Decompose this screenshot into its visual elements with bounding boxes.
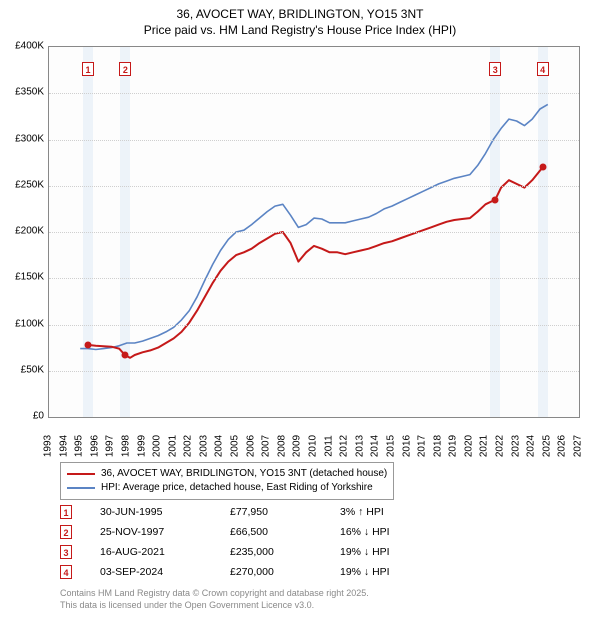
transaction-row-marker: 2 xyxy=(60,525,72,539)
transaction-date: 03-SEP-2024 xyxy=(100,566,230,578)
x-tick-label: 2021 xyxy=(479,435,490,457)
y-tick-label: £400K xyxy=(15,41,44,52)
series-hpi xyxy=(80,104,548,349)
x-tick-label: 1996 xyxy=(89,435,100,457)
chart-plot-area: 1 2 3 4 xyxy=(48,46,580,418)
x-tick-label: 2016 xyxy=(401,435,412,457)
x-tick-label: 2019 xyxy=(448,435,459,457)
transaction-delta: 3% ↑ HPI xyxy=(340,506,460,518)
transaction-date: 16-AUG-2021 xyxy=(100,546,230,558)
y-tick-label: £50K xyxy=(21,364,44,375)
x-tick-label: 2001 xyxy=(167,435,178,457)
gridline xyxy=(49,140,579,141)
x-tick-label: 2018 xyxy=(432,435,443,457)
gridline xyxy=(49,325,579,326)
x-tick-label: 2011 xyxy=(323,435,334,457)
x-tick-label: 2002 xyxy=(183,435,194,457)
title-line2: Price paid vs. HM Land Registry's House … xyxy=(0,22,600,38)
x-tick-label: 2025 xyxy=(541,435,552,457)
transaction-row-marker: 3 xyxy=(60,545,72,559)
x-tick-label: 2012 xyxy=(339,435,350,457)
gridline xyxy=(49,371,579,372)
transaction-marker: 2 xyxy=(119,62,131,76)
x-tick-label: 2020 xyxy=(463,435,474,457)
title-line1: 36, AVOCET WAY, BRIDLINGTON, YO15 3NT xyxy=(0,6,600,22)
y-tick-label: £150K xyxy=(15,272,44,283)
x-tick-label: 2017 xyxy=(417,435,428,457)
transaction-dot xyxy=(84,341,91,348)
x-tick-label: 2004 xyxy=(214,435,225,457)
x-tick-label: 2027 xyxy=(573,435,584,457)
x-tick-label: 2026 xyxy=(557,435,568,457)
x-tick-label: 1994 xyxy=(58,435,69,457)
transaction-row: 2 25-NOV-1997£66,50016% ↓ HPI xyxy=(60,522,460,542)
x-tick-label: 1997 xyxy=(105,435,116,457)
transaction-delta: 19% ↓ HPI xyxy=(340,546,460,558)
transaction-date: 30-JUN-1995 xyxy=(100,506,230,518)
gridline xyxy=(49,186,579,187)
transaction-dot xyxy=(539,164,546,171)
legend-item: 36, AVOCET WAY, BRIDLINGTON, YO15 3NT (d… xyxy=(67,467,387,481)
x-tick-label: 2015 xyxy=(385,435,396,457)
transaction-row: 4 03-SEP-2024£270,00019% ↓ HPI xyxy=(60,562,460,582)
y-tick-label: £0 xyxy=(33,411,44,422)
transaction-row: 3 16-AUG-2021£235,00019% ↓ HPI xyxy=(60,542,460,562)
gridline xyxy=(49,93,579,94)
x-tick-label: 2009 xyxy=(292,435,303,457)
series-property xyxy=(88,167,543,358)
transaction-price: £77,950 xyxy=(230,506,340,518)
footer-line2: This data is licensed under the Open Gov… xyxy=(60,600,369,612)
transaction-row-marker: 4 xyxy=(60,565,72,579)
transaction-row-marker: 1 xyxy=(60,505,72,519)
x-tick-label: 2024 xyxy=(526,435,537,457)
transaction-price: £270,000 xyxy=(230,566,340,578)
legend-box: 36, AVOCET WAY, BRIDLINGTON, YO15 3NT (d… xyxy=(60,462,394,500)
transaction-date: 25-NOV-1997 xyxy=(100,526,230,538)
transaction-dot xyxy=(492,196,499,203)
legend-label: 36, AVOCET WAY, BRIDLINGTON, YO15 3NT (d… xyxy=(101,467,387,481)
x-tick-label: 2006 xyxy=(245,435,256,457)
transaction-price: £235,000 xyxy=(230,546,340,558)
x-tick-label: 2010 xyxy=(308,435,319,457)
x-tick-label: 1998 xyxy=(120,435,131,457)
x-tick-label: 1999 xyxy=(136,435,147,457)
y-tick-label: £300K xyxy=(15,133,44,144)
x-tick-label: 2008 xyxy=(276,435,287,457)
transaction-delta: 16% ↓ HPI xyxy=(340,526,460,538)
y-tick-label: £100K xyxy=(15,318,44,329)
x-tick-label: 1993 xyxy=(43,435,54,457)
transactions-table: 130-JUN-1995£77,9503% ↑ HPI225-NOV-1997£… xyxy=(60,502,460,582)
gridline xyxy=(49,278,579,279)
footer-attribution: Contains HM Land Registry data © Crown c… xyxy=(60,588,369,611)
x-tick-label: 2022 xyxy=(495,435,506,457)
transaction-marker: 1 xyxy=(82,62,94,76)
x-tick-label: 2000 xyxy=(152,435,163,457)
transaction-price: £66,500 xyxy=(230,526,340,538)
x-tick-label: 2013 xyxy=(354,435,365,457)
transaction-marker: 3 xyxy=(489,62,501,76)
x-tick-label: 2003 xyxy=(198,435,209,457)
y-tick-label: £200K xyxy=(15,226,44,237)
x-tick-label: 2023 xyxy=(510,435,521,457)
legend-label: HPI: Average price, detached house, East… xyxy=(101,481,373,495)
transaction-row: 1 30-JUN-1995£77,9503% ↑ HPI xyxy=(60,502,460,522)
transaction-dot xyxy=(122,352,129,359)
legend-swatch xyxy=(67,473,95,475)
chart-title-block: 36, AVOCET WAY, BRIDLINGTON, YO15 3NT Pr… xyxy=(0,0,600,38)
transaction-marker: 4 xyxy=(537,62,549,76)
y-tick-label: £350K xyxy=(15,87,44,98)
x-tick-label: 2014 xyxy=(370,435,381,457)
legend-swatch xyxy=(67,487,95,489)
y-tick-label: £250K xyxy=(15,179,44,190)
gridline xyxy=(49,232,579,233)
x-tick-label: 2005 xyxy=(230,435,241,457)
transaction-delta: 19% ↓ HPI xyxy=(340,566,460,578)
x-tick-label: 1995 xyxy=(74,435,85,457)
y-axis: £0£50K£100K£150K£200K£250K£300K£350K£400… xyxy=(0,46,48,416)
x-axis: 1993199419951996199719981999200020012002… xyxy=(48,416,578,456)
x-tick-label: 2007 xyxy=(261,435,272,457)
legend-item: HPI: Average price, detached house, East… xyxy=(67,481,387,495)
footer-line1: Contains HM Land Registry data © Crown c… xyxy=(60,588,369,600)
